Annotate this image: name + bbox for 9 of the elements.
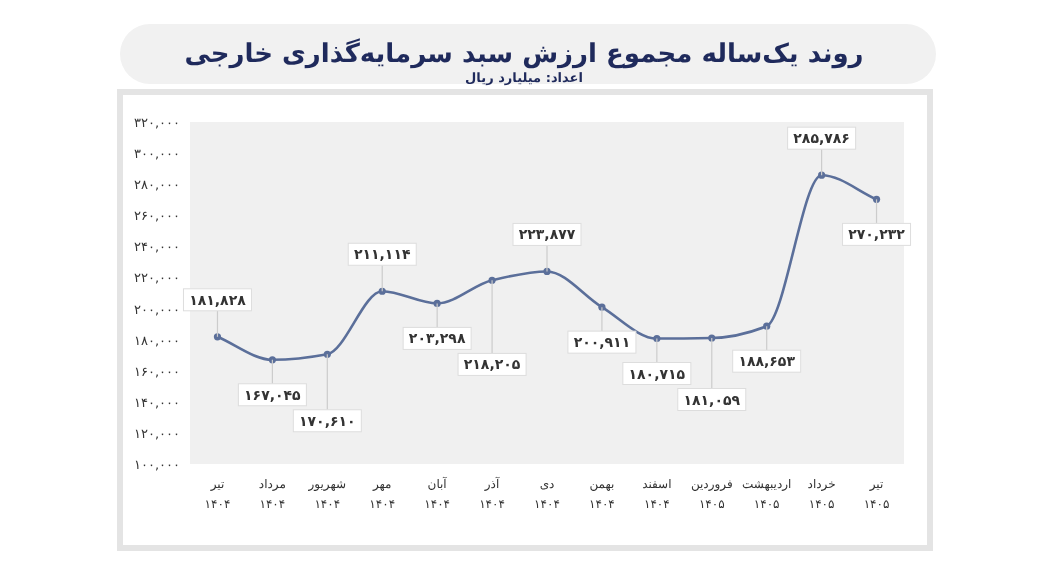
point [268, 356, 276, 364]
point [433, 299, 441, 308]
chart-title: روند یک‌ساله مجموع ارزش سبد سرمایه‌گذاری خارجی [184, 38, 864, 70]
point [323, 350, 331, 358]
point [708, 334, 716, 342]
point [653, 334, 661, 343]
point [818, 171, 826, 179]
point [763, 322, 771, 330]
point [378, 287, 386, 295]
